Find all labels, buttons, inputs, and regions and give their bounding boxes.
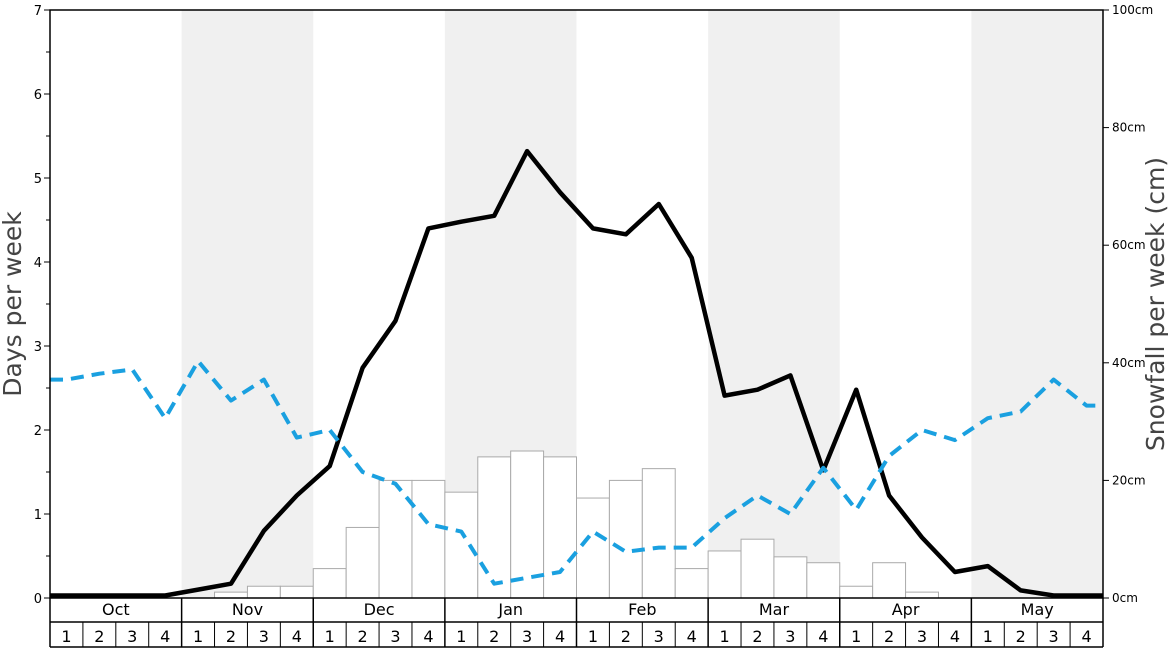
right-axis-title: Snowfall per week (cm) <box>1141 157 1168 451</box>
left-tick-label: 5 <box>34 172 42 187</box>
month-axis: Oct 1 2 3 4 Nov 1 2 3 4 Dec 1 2 3 4 Jan 1 2 3 4 Feb 1 2 3 4 Mar 1 2… <box>49 598 1104 648</box>
week-label: 1 <box>325 627 335 646</box>
week-label: 1 <box>719 627 729 646</box>
snowfall-bar <box>411 479 446 599</box>
month-shading <box>181 10 1103 598</box>
snowfall-bar <box>872 562 907 599</box>
snowfall-bar <box>806 562 841 599</box>
dashed-series-line <box>50 359 1103 586</box>
month-label: Apr <box>892 600 920 619</box>
week-label: 1 <box>456 627 466 646</box>
month-label: Dec <box>364 600 395 619</box>
left-tick-label: 1 <box>34 508 42 523</box>
left-tick-label: 4 <box>34 256 42 271</box>
week-label: 2 <box>884 627 894 646</box>
snowfall-bar <box>740 538 775 599</box>
snowfall-bar <box>378 479 413 599</box>
week-label: 2 <box>1016 627 1026 646</box>
left-tick-label: 0 <box>34 592 42 607</box>
snowfall-bar <box>707 550 742 599</box>
week-label: 4 <box>950 627 960 646</box>
snowfall-bar <box>543 456 577 599</box>
left-axis: 0 1 2 3 4 5 6 7 <box>34 4 50 607</box>
week-label: 3 <box>522 627 532 646</box>
week-label: 2 <box>94 627 104 646</box>
week-label: 2 <box>752 627 762 646</box>
snowfall-bar <box>905 591 939 599</box>
snowfall-bar <box>773 556 808 599</box>
left-tick-label: 3 <box>34 340 42 355</box>
month-label: Feb <box>628 600 656 619</box>
snowfall-bar <box>641 468 676 599</box>
snowfall-bar <box>312 568 347 599</box>
month-label: Oct <box>102 600 130 619</box>
chart-lines <box>50 148 1103 598</box>
week-label: 4 <box>687 627 697 646</box>
right-tick-label: 20cm <box>1112 473 1146 487</box>
snowfall-bar <box>510 450 545 599</box>
week-label: 1 <box>983 627 993 646</box>
snowfall-bar <box>839 585 874 599</box>
right-tick-label: 80cm <box>1112 121 1146 135</box>
week-label: 4 <box>292 627 302 646</box>
week-label: 1 <box>851 627 861 646</box>
month-label: Nov <box>232 600 263 619</box>
snowfall-bars <box>214 450 939 599</box>
snowfall-bar <box>477 456 512 599</box>
week-label: 3 <box>127 627 137 646</box>
week-label: 4 <box>555 627 565 646</box>
snowfall-bar <box>279 585 314 599</box>
week-label: 3 <box>654 627 664 646</box>
month-shade-may <box>971 10 1103 598</box>
week-label: 1 <box>588 627 598 646</box>
snow-days-line <box>50 148 1103 598</box>
snowfall-bar <box>674 568 709 599</box>
week-label: 3 <box>917 627 927 646</box>
month-label: May <box>1021 600 1054 619</box>
month-shade-nov <box>181 10 314 598</box>
month-label: Mar <box>759 600 790 619</box>
left-tick-label: 6 <box>34 88 42 103</box>
snowfall-bar <box>444 491 479 599</box>
week-label: 1 <box>193 627 203 646</box>
right-tick-label: 0cm <box>1112 591 1138 605</box>
week-label: 3 <box>390 627 400 646</box>
right-tick-label: 40cm <box>1112 356 1146 370</box>
left-tick-label: 7 <box>34 4 42 19</box>
week-label: 4 <box>1081 627 1091 646</box>
right-tick-label: 100cm <box>1112 3 1153 17</box>
week-label: 4 <box>160 627 170 646</box>
snowfall-bar <box>345 526 380 599</box>
week-label: 2 <box>358 627 368 646</box>
week-label: 4 <box>818 627 828 646</box>
week-label: 3 <box>785 627 795 646</box>
snowfall-bar <box>608 479 643 599</box>
left-axis-title: Days per week <box>0 211 27 397</box>
month-label: Jan <box>497 600 523 619</box>
left-tick-label: 2 <box>34 424 42 439</box>
snowfall-bar <box>576 497 610 599</box>
month-shade-mar <box>708 10 840 598</box>
snowfall-bar <box>214 591 248 599</box>
week-label: 2 <box>489 627 499 646</box>
right-axis: 0cm 20cm 40cm 60cm 80cm 100cm <box>1103 3 1153 605</box>
week-label: 3 <box>1049 627 1059 646</box>
week-label: 2 <box>226 627 236 646</box>
week-label: 2 <box>621 627 631 646</box>
snowfall-bar <box>246 585 281 599</box>
week-label: 3 <box>259 627 269 646</box>
right-tick-label: 60cm <box>1112 238 1146 252</box>
week-label: 4 <box>423 627 433 646</box>
week-label: 1 <box>61 627 71 646</box>
